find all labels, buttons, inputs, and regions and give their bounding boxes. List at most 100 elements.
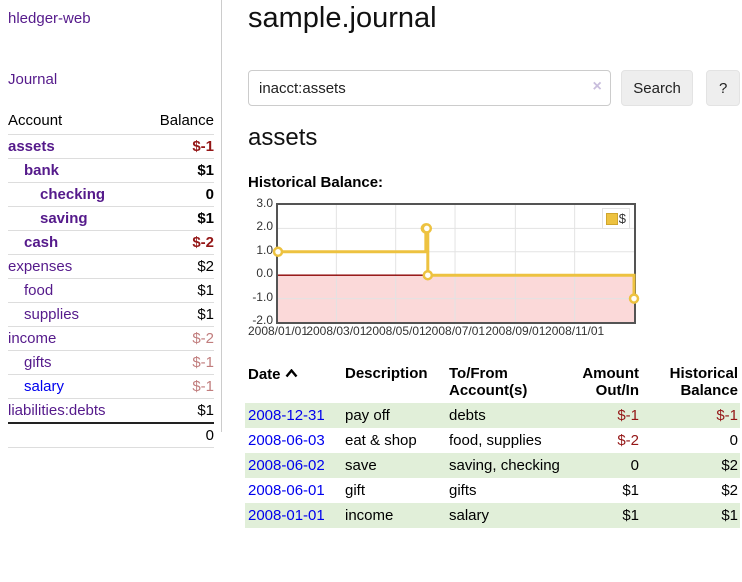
account-heading: assets (248, 124, 318, 151)
register-row: 2008-06-03 eat & shop food, supplies $-2… (245, 428, 740, 453)
account-link-food[interactable]: food (24, 282, 54, 299)
transaction-balance: $-1 (716, 407, 738, 424)
transaction-balance: $2 (721, 482, 738, 499)
account-row-checking: checking 0 (8, 182, 214, 207)
account-balance: $-1 (192, 354, 214, 371)
transaction-description: pay off (345, 407, 390, 424)
y-tick-label: 3.0 (256, 196, 273, 210)
transaction-balance: 0 (729, 432, 738, 449)
register-header-accounts: To/From Account(s) (449, 365, 528, 399)
y-tick-label: 2.0 (256, 219, 273, 234)
register-header-date[interactable]: Date (245, 361, 342, 403)
transaction-accounts: gifts (449, 482, 477, 499)
transaction-description: save (345, 457, 377, 474)
accounts-table-header: Account Balance (8, 108, 214, 135)
account-link-checking[interactable]: checking (40, 186, 106, 203)
search-box: × (248, 70, 611, 106)
register-row: 2008-06-01 gift gifts $1 $2 (245, 478, 740, 503)
transaction-accounts: food, supplies (449, 432, 542, 449)
sidebar-item-journal[interactable]: Journal (8, 71, 58, 88)
transaction-amount: $-2 (617, 432, 639, 449)
accounts-total-row: 0 (8, 423, 214, 448)
transaction-accounts: saving, checking (449, 457, 560, 474)
transaction-amount: $-1 (617, 407, 639, 424)
account-link-cash[interactable]: cash (24, 234, 59, 251)
account-link-bank[interactable]: bank (24, 162, 60, 179)
transaction-description: gift (345, 482, 366, 499)
search-button[interactable]: Search (620, 70, 694, 106)
historical-balance-chart: 3.0 2.0 1.0 0.0 -1.0 -2.0 $ 2008/01/01 2… (245, 196, 645, 343)
search-input[interactable] (248, 70, 611, 106)
account-balance: 0 (205, 186, 214, 203)
transaction-accounts: debts (449, 407, 486, 424)
x-tick-label: 2008/07/01 (425, 324, 486, 338)
y-tick-label: 0.0 (256, 266, 273, 281)
account-balance: $-1 (192, 378, 214, 395)
account-balance: $-2 (192, 330, 214, 347)
account-balance: $2 (197, 258, 214, 275)
app-title-link[interactable]: hledger-web (8, 10, 91, 27)
account-balance: $1 (197, 210, 214, 227)
register-row: 2008-01-01 income salary $1 $1 (245, 503, 740, 528)
register-header-amount: Amount Out/In (582, 365, 639, 399)
transaction-date-link[interactable]: 2008-06-01 (248, 482, 325, 499)
transaction-amount: $1 (622, 507, 639, 524)
x-tick-label: 2008/05/01 (365, 324, 426, 338)
clear-search-icon[interactable]: × (592, 78, 602, 95)
transaction-amount: $1 (622, 482, 639, 499)
account-row-gifts: gifts $-1 (8, 350, 214, 375)
y-tick-label: 1.0 (256, 242, 273, 257)
legend-label: $ (618, 211, 626, 226)
account-link-gifts[interactable]: gifts (24, 354, 52, 371)
account-row-salary: salary $-1 (8, 374, 214, 399)
accounts-header-balance: Balance (159, 112, 214, 129)
transaction-date-link[interactable]: 2008-01-01 (248, 507, 325, 524)
y-tick-label: -1.0 (252, 289, 273, 304)
account-row-food: food $1 (8, 278, 214, 303)
register-table: Date Description To/From Account(s) Amou… (245, 361, 740, 528)
transaction-amount: 0 (630, 457, 639, 474)
transaction-accounts: salary (449, 507, 490, 524)
account-link-salary[interactable]: salary (24, 378, 65, 395)
register-row: 2008-06-02 save saving, checking 0 $2 (245, 453, 740, 478)
chart-legend: $ (601, 208, 630, 229)
transaction-date-link[interactable]: 2008-06-02 (248, 457, 325, 474)
account-link-income[interactable]: income (8, 330, 57, 347)
account-row-liabilities-debts: liabilities:debts $1 (8, 398, 214, 424)
account-row-income: income $-2 (8, 326, 214, 351)
sort-ascending-icon (285, 365, 298, 382)
legend-swatch-icon (605, 212, 618, 225)
help-button[interactable]: ? (706, 70, 740, 106)
account-row-expenses: expenses $2 (8, 254, 214, 279)
account-balance: $1 (197, 402, 214, 419)
chart-plot-area[interactable]: $ (272, 203, 640, 324)
transaction-balance: $2 (721, 457, 738, 474)
account-balance: $1 (197, 306, 214, 323)
register-header-row: Date Description To/From Account(s) Amou… (245, 361, 740, 403)
chart-title: Historical Balance: (248, 174, 384, 191)
transaction-date-link[interactable]: 2008-12-31 (248, 407, 325, 424)
x-tick-label: 2008/01/01 (247, 324, 309, 338)
account-link-assets[interactable]: assets (8, 138, 55, 155)
account-link-liabilities-debts[interactable]: liabilities:debts (8, 402, 106, 419)
x-tick-label: 2008/09/01 (485, 324, 546, 338)
register-row: 2008-12-31 pay off debts $-1 $-1 (245, 403, 740, 428)
account-row-cash: cash $-2 (8, 230, 214, 255)
account-link-saving[interactable]: saving (40, 210, 88, 227)
account-balance: $1 (197, 282, 214, 299)
x-tick-label: 2008/03/01 (306, 324, 367, 338)
balance-chart-svg (272, 205, 640, 322)
account-row-bank: bank $1 (8, 158, 214, 183)
sidebar: hledger-web Journal Account Balance asse… (0, 0, 222, 448)
transaction-description: eat & shop (345, 432, 417, 449)
transaction-date-link[interactable]: 2008-06-03 (248, 432, 325, 449)
account-link-expenses[interactable]: expenses (8, 258, 73, 275)
account-link-supplies[interactable]: supplies (24, 306, 80, 323)
account-row-supplies: supplies $1 (8, 302, 214, 327)
main-content: sample.journal × Search ? assets Histori… (245, 0, 742, 582)
account-balance: $-1 (192, 138, 214, 155)
transaction-description: income (345, 507, 394, 524)
x-tick-label: 2008/11/01 (545, 324, 605, 338)
y-tick-label: -2.0 (252, 313, 273, 327)
